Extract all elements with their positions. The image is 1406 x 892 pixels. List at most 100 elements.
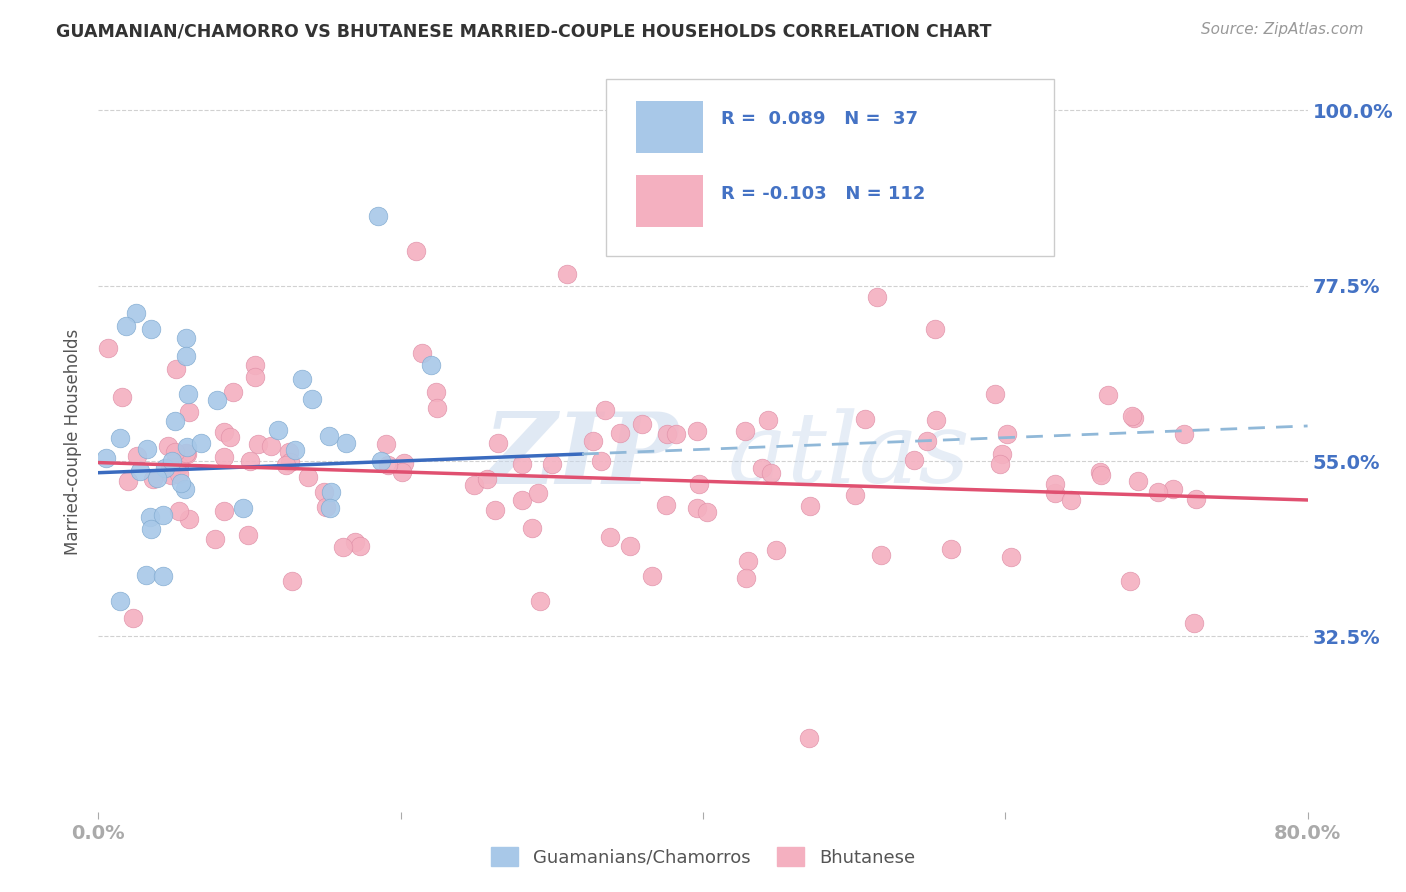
Point [510,493,533,508]
Point [734,424,756,438]
Point [145,471,167,485]
FancyBboxPatch shape [606,78,1053,257]
Point [688,477,710,491]
Point [799,500,821,514]
Text: R =  0.089   N =  37: R = 0.089 N = 37 [721,111,918,128]
Point [1097,388,1119,402]
Point [641,569,664,583]
Point [866,290,889,304]
Point [696,505,718,519]
Point [335,435,357,450]
Point [174,349,197,363]
Point [367,209,389,223]
Point [291,372,314,386]
Point [170,476,193,491]
Point [284,442,307,457]
Point [756,413,779,427]
Point [555,267,578,281]
Point [177,512,200,526]
Point [1182,615,1205,630]
Point [212,503,235,517]
Point [655,498,678,512]
Point [142,472,165,486]
Point [686,501,709,516]
Point [925,413,948,427]
Point [176,447,198,461]
Point [486,435,509,450]
Point [117,475,139,489]
Point [1146,485,1168,500]
Point [1185,492,1208,507]
Point [232,500,254,515]
Point [595,402,617,417]
Text: Source: ZipAtlas.com: Source: ZipAtlas.com [1201,22,1364,37]
Point [318,429,340,443]
Point [463,478,485,492]
Point [984,387,1007,401]
Text: GUAMANIAN/CHAMORRO VS BHUTANESE MARRIED-COUPLE HOUSEHOLDS CORRELATION CHART: GUAMANIAN/CHAMORRO VS BHUTANESE MARRIED-… [56,22,991,40]
Point [797,731,820,745]
Point [165,414,187,428]
Point [245,370,267,384]
Point [125,306,148,320]
Point [377,458,399,472]
Point [278,444,301,458]
Point [276,458,298,472]
Point [591,454,613,468]
Point [924,322,946,336]
Point [110,594,132,608]
Point [527,485,550,500]
Point [349,539,371,553]
Bar [637,175,703,227]
Point [152,569,174,583]
Point [737,554,759,568]
Point [520,521,543,535]
Point [529,594,551,608]
Point [1043,486,1066,500]
Point [174,446,197,460]
Point [391,465,413,479]
Point [108,431,131,445]
Bar [637,101,703,153]
Point [370,454,392,468]
Point [484,503,506,517]
Point [153,460,176,475]
Point [115,319,138,334]
Point [278,455,301,469]
Point [205,392,228,407]
Point [991,447,1014,461]
Point [344,534,367,549]
Point [165,445,187,459]
Point [260,439,283,453]
Point [138,509,160,524]
Point [995,427,1018,442]
Point [97,341,120,355]
Point [127,449,149,463]
Point [267,423,290,437]
Point [297,470,319,484]
Point [475,472,498,486]
Point [94,451,117,466]
Point [425,385,447,400]
Point [426,401,449,416]
Point [686,424,709,438]
Point [1173,426,1195,441]
Point [759,466,782,480]
Y-axis label: Married-couple Households: Married-couple Households [65,328,83,555]
Point [301,392,323,406]
Point [1060,492,1083,507]
Point [190,436,212,450]
Point [135,442,157,456]
Point [135,568,157,582]
Point [238,454,260,468]
Point [1121,409,1143,423]
Point [765,543,787,558]
Point [332,541,354,555]
Point [1043,476,1066,491]
Point [162,454,184,468]
Point [541,457,564,471]
Point [167,467,190,482]
Point [751,460,773,475]
Point [245,358,267,372]
Point [204,532,226,546]
